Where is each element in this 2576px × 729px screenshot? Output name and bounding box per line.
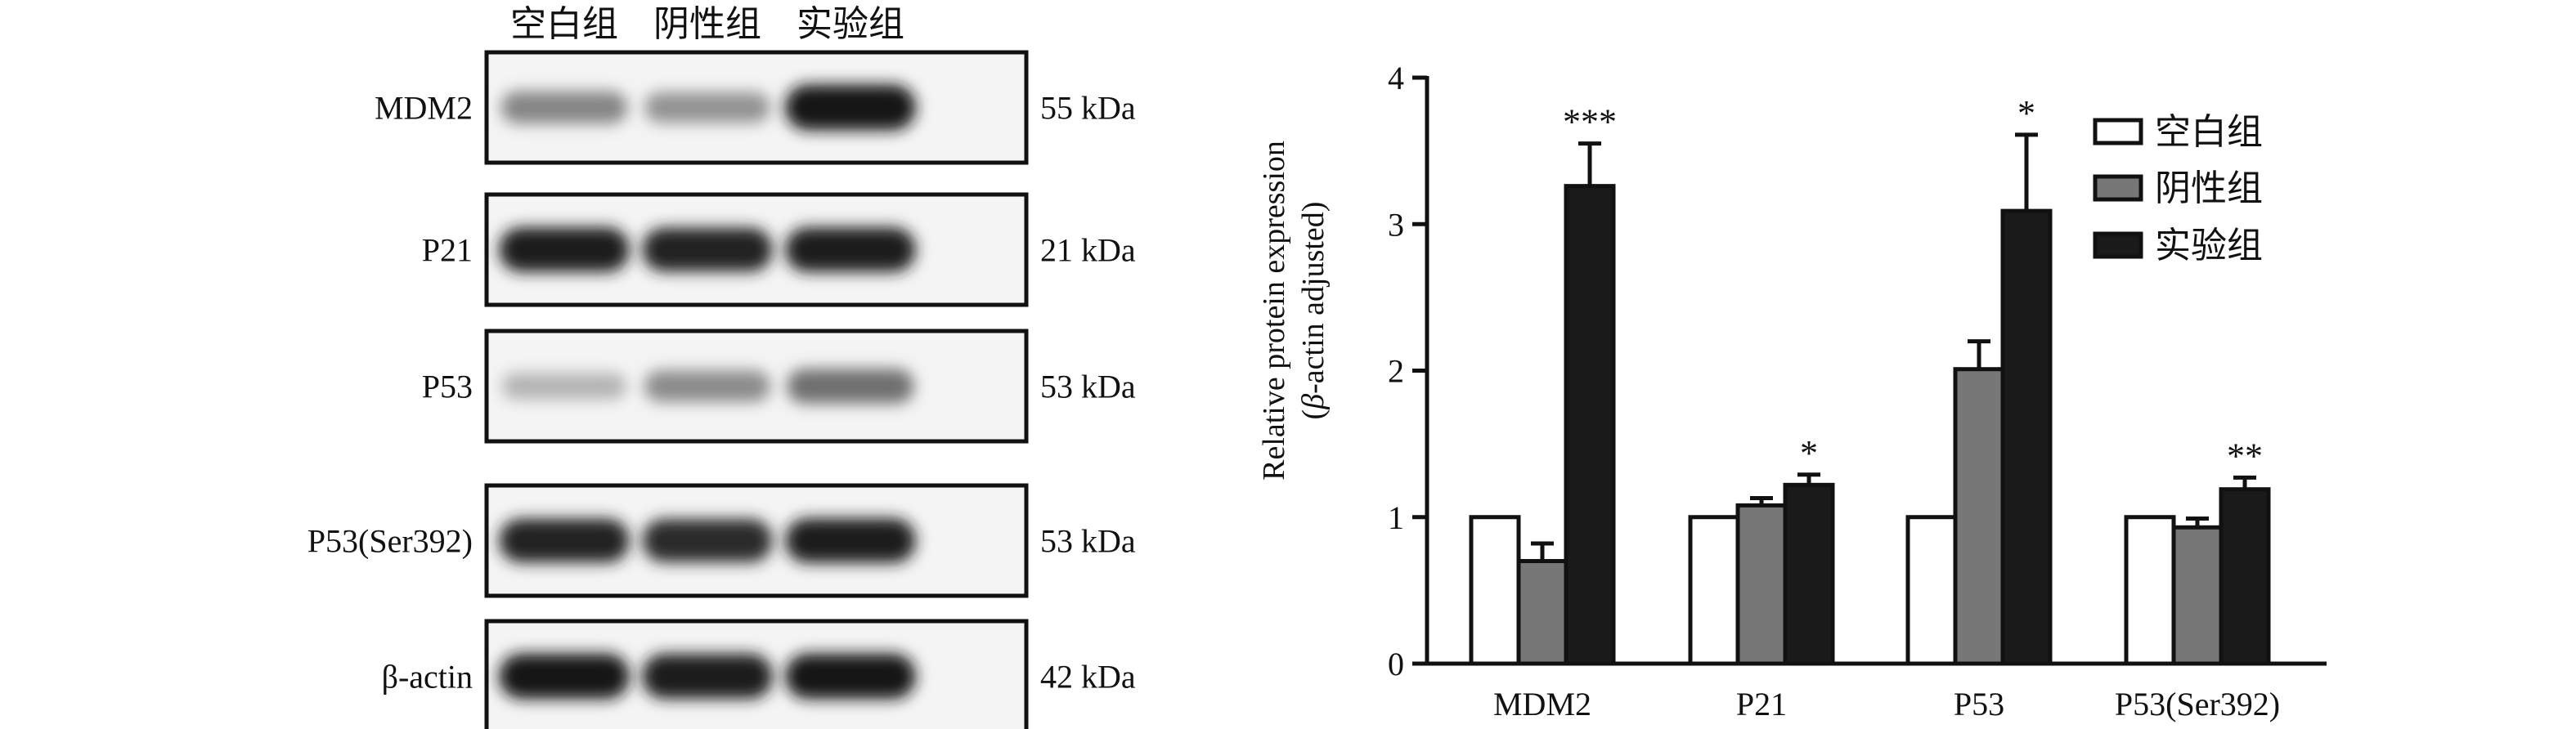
protein-label: MDM2 — [375, 90, 473, 127]
blot-band — [785, 653, 916, 700]
y-tick-label: 0 — [1388, 646, 1404, 682]
bar — [2124, 515, 2176, 666]
y-axis-label-line1: Relative protein expression — [1257, 141, 1291, 481]
bar — [2219, 487, 2271, 666]
bar — [1905, 515, 1958, 666]
blot-band — [499, 653, 630, 700]
blot-band — [785, 227, 916, 272]
x-tick-label: P53(Ser392) — [2115, 686, 2280, 722]
significance-label: ** — [2227, 436, 2263, 476]
molecular-weight-label: 55 kDa — [1040, 90, 1136, 127]
protein-label: P53 — [422, 369, 473, 405]
blot-band — [500, 91, 628, 124]
blot-band — [501, 373, 627, 400]
bar — [1953, 367, 2005, 666]
bar — [2000, 208, 2053, 666]
blot-row: P21 21 kDa — [422, 192, 1136, 307]
legend-label: 空白组 — [2155, 111, 2263, 153]
blot-row: P53(Ser392) 53 kDa — [307, 483, 1136, 598]
molecular-weight-label: 53 kDa — [1040, 369, 1136, 405]
protein-label: β-actin — [382, 659, 473, 695]
significance-label: *** — [1563, 102, 1617, 142]
y-axis-label: Relative protein expression (β-actin adj… — [1257, 141, 1331, 481]
bar — [1783, 482, 1835, 666]
blot-band — [644, 370, 771, 402]
blot-band — [499, 518, 630, 563]
blot-row: P53 53 kDa — [422, 329, 1136, 444]
x-tick-label: MDM2 — [1493, 686, 1591, 722]
x-tick-label: P53 — [1954, 686, 2004, 722]
blot-band — [785, 518, 916, 563]
blot-band — [642, 519, 773, 562]
y-tick-label: 3 — [1388, 206, 1404, 243]
y-axis-label-line2: (β-actin adjusted) — [1296, 202, 1331, 420]
bar — [1564, 184, 1616, 666]
legend-swatch — [2093, 118, 2143, 145]
group-label: 空白组 — [510, 3, 618, 45]
y-tick-label: 4 — [1388, 60, 1404, 96]
bar-chart: Relative protein expression (β-actin adj… — [1257, 60, 2327, 722]
significance-label: * — [1800, 433, 1818, 473]
legend-label: 阴性组 — [2155, 168, 2263, 209]
bar — [1516, 559, 1568, 666]
bar — [1735, 503, 1788, 666]
y-tick-label: 2 — [1388, 353, 1404, 390]
molecular-weight-label: 53 kDa — [1040, 523, 1136, 560]
group-label: 阴性组 — [653, 3, 761, 45]
bar — [1688, 515, 1740, 666]
blot-band — [642, 653, 773, 700]
blot-row: β-actin 42 kDa — [382, 619, 1136, 729]
y-tick-label: 1 — [1388, 499, 1404, 536]
x-tick-label: P21 — [1736, 686, 1787, 722]
blot-band — [499, 227, 630, 272]
molecular-weight-label: 42 kDa — [1040, 659, 1136, 695]
legend-swatch — [2093, 174, 2143, 202]
blot-band — [785, 84, 916, 131]
molecular-weight-label: 21 kDa — [1040, 232, 1136, 269]
protein-label: P21 — [422, 232, 473, 269]
bar — [2171, 525, 2224, 666]
blot-row: MDM2 55 kDa — [375, 50, 1136, 165]
blot-band — [787, 369, 914, 404]
blot-band — [642, 227, 773, 272]
blot-band — [644, 92, 770, 123]
group-label: 实验组 — [797, 3, 904, 45]
legend-label: 实验组 — [2155, 225, 2263, 266]
legend-swatch — [2093, 231, 2143, 259]
significance-label: * — [2017, 93, 2035, 133]
protein-label: P53(Ser392) — [307, 523, 473, 560]
bar — [1469, 515, 1521, 666]
